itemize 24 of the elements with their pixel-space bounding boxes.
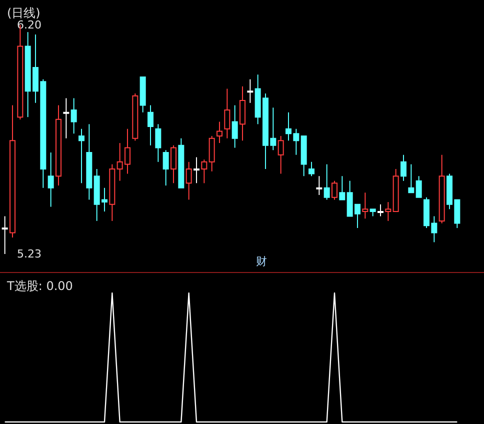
y-tick-label: 6.20 xyxy=(17,18,42,32)
candlestick xyxy=(70,98,77,134)
chart-title: (日线) xyxy=(7,6,40,20)
candlestick xyxy=(400,154,406,182)
candlestick xyxy=(186,161,192,200)
candlestick xyxy=(63,98,70,139)
candlestick xyxy=(216,121,222,144)
candlestick xyxy=(362,192,368,220)
candlestick xyxy=(194,156,200,184)
candlestick xyxy=(385,202,392,222)
candlestick xyxy=(86,124,92,200)
candlestick xyxy=(240,86,246,142)
candlestick xyxy=(148,104,154,146)
text: 财 xyxy=(256,255,267,268)
candlestick xyxy=(2,216,8,254)
candlestick xyxy=(232,104,238,148)
chart-title: T选股: 0.00 xyxy=(6,279,73,293)
candlestick xyxy=(155,124,162,162)
candlestick xyxy=(56,104,62,186)
candlestick xyxy=(78,128,84,184)
candlestick xyxy=(48,152,54,208)
candlestick xyxy=(224,88,230,139)
y-tick-label: 5.23 xyxy=(17,248,42,260)
candlestick xyxy=(247,78,254,104)
